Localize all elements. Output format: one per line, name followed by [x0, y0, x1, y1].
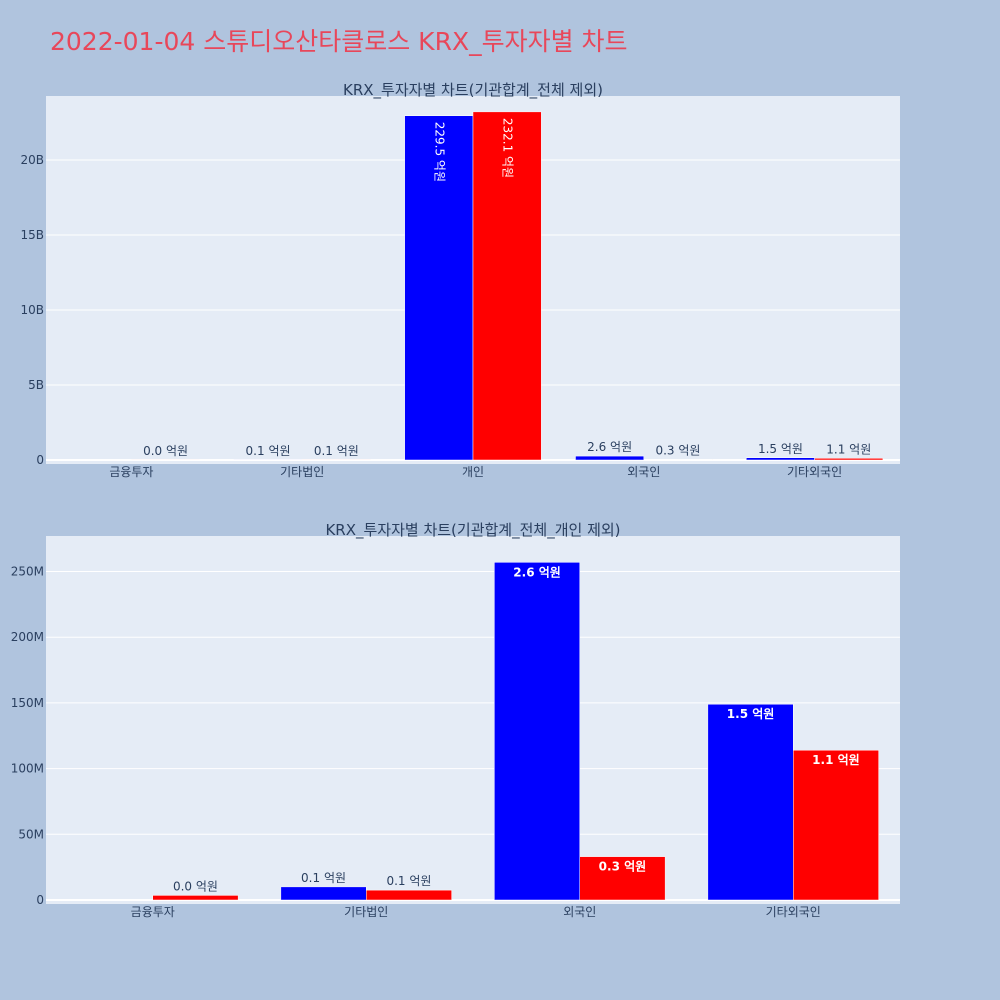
chart-1-title: KRX_투자자별 차트(기관합계_전체 제외): [343, 81, 603, 100]
c1-x-tick-label: 외국인: [627, 465, 660, 479]
c1-y-tick-label: 20B: [20, 153, 44, 167]
c1-data-label: 0.0 억원: [143, 444, 188, 458]
c1-bar: [814, 458, 884, 461]
c1-data-label: 232.1 억원: [501, 118, 515, 178]
c1-bar: [472, 111, 542, 461]
c1-x-tick-label: 기타법인: [280, 465, 324, 479]
c1-data-label: 2.6 억원: [587, 440, 632, 454]
c1-data-label: 0.3 억원: [655, 444, 700, 458]
c1-x-tick-label: 기타외국인: [787, 465, 842, 479]
c1-data-label: 0.1 억원: [246, 444, 291, 458]
c1-y-tick-label: 10B: [20, 303, 44, 317]
c1-x-tick-label: 개인: [462, 465, 484, 479]
c1-data-label: 1.1 억원: [826, 442, 871, 456]
c1-bar: [575, 455, 645, 461]
c1-data-label: 229.5 억원: [432, 122, 446, 182]
c1-y-tick-label: 5B: [28, 378, 44, 392]
c1-data-label: 1.5 억원: [758, 442, 803, 456]
page-title: 2022-01-04 스튜디오산타클로스 KRX_투자자별 차트: [50, 27, 628, 56]
c1-bar: [404, 115, 474, 461]
c1-y-tick-label: 0: [36, 453, 44, 467]
c1-y-tick-label: 15B: [20, 228, 44, 242]
c1-data-label: 0.1 억원: [314, 444, 359, 458]
c1-bar: [746, 457, 815, 461]
c1-x-tick-label: 금융투자: [109, 465, 153, 479]
